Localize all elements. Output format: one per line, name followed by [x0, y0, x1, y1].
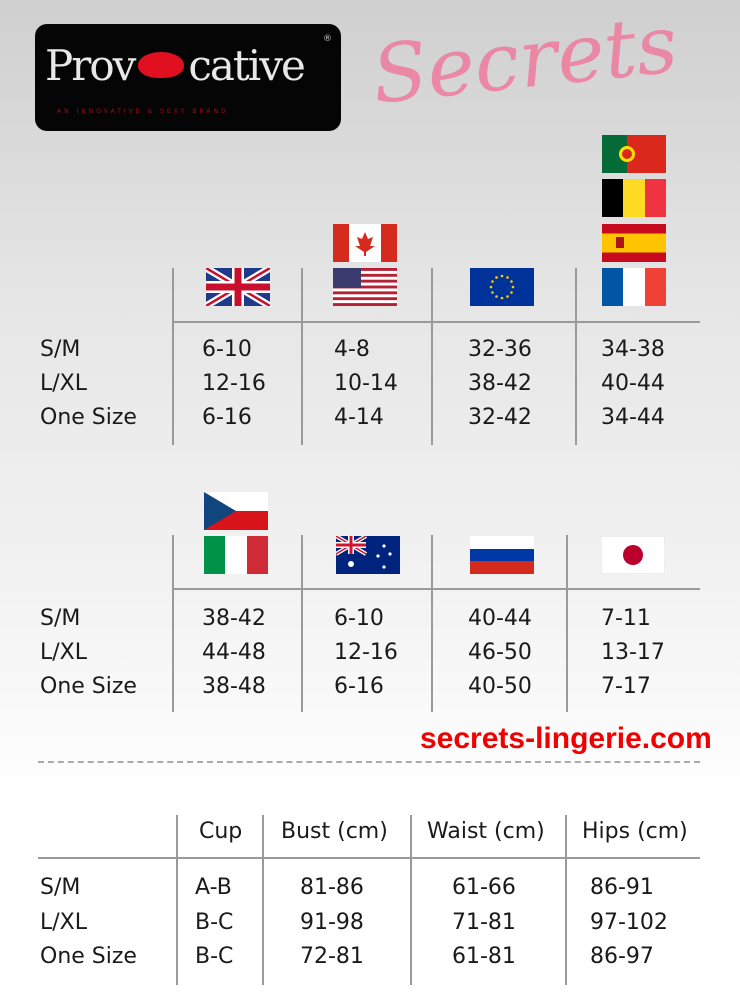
measurement-value: 91-98 [300, 909, 364, 935]
dashed-divider [38, 761, 700, 763]
provocative-logo: Prov cative ® AN INNOVATIVE & SEXY BRAND [35, 24, 341, 131]
column-divider [566, 535, 568, 712]
column-divider [575, 268, 577, 445]
column-header: Waist (cm) [427, 819, 545, 844]
size-value: 6-16 [202, 405, 252, 430]
size-value: 46-50 [468, 640, 532, 665]
belgium-flag-icon [602, 179, 666, 217]
measurement-value: 86-97 [590, 944, 654, 969]
size-value: 40-44 [601, 371, 665, 396]
size-value: 32-36 [468, 337, 532, 362]
size-value: 13-17 [601, 640, 665, 665]
column-header: Hips (cm) [582, 819, 688, 844]
usa-flag-icon [333, 268, 397, 306]
canada-flag-icon [333, 223, 397, 262]
watermark-url: secrets-lingerie.com [420, 722, 712, 755]
row-label: S/M [40, 606, 81, 631]
column-divider [410, 815, 412, 985]
measurement-value: 61-81 [452, 944, 516, 969]
column-divider [172, 268, 174, 445]
header-divider [172, 321, 700, 323]
uk-flag-icon [206, 268, 270, 306]
measurement-value: 61-66 [452, 875, 516, 900]
eu-flag-icon [470, 268, 534, 306]
size-value: 7-11 [601, 606, 651, 631]
column-divider [176, 815, 178, 985]
column-divider [262, 815, 264, 985]
measurement-value: A-B [195, 875, 232, 900]
japan-flag-icon [601, 536, 665, 574]
measurement-value: B-C [195, 944, 234, 969]
logo-text-pre: Prov [45, 41, 136, 90]
size-value: 38-42 [202, 606, 266, 631]
size-value: 38-48 [202, 674, 266, 699]
france-flag-icon [602, 268, 666, 306]
logo-tagline: AN INNOVATIVE & SEXY BRAND [57, 108, 229, 115]
size-value: 6-10 [334, 606, 384, 631]
column-divider [565, 815, 567, 985]
measurement-value: 97-102 [590, 909, 668, 935]
czech-flag-icon [204, 491, 268, 530]
size-value: 32-42 [468, 405, 532, 430]
logo-text-post: cative [188, 41, 305, 90]
italy-flag-icon [204, 536, 268, 574]
size-value: 12-16 [202, 371, 266, 396]
row-label: One Size [40, 405, 137, 430]
size-value: 12-16 [334, 640, 398, 665]
size-value: 6-10 [202, 337, 252, 362]
size-value: 4-8 [334, 337, 370, 362]
measurement-value: 81-86 [300, 875, 364, 900]
measurement-value: 86-91 [590, 875, 654, 900]
watermark-script: Secrets [367, 0, 682, 122]
row-label: S/M [40, 875, 81, 900]
logo-wordmark: Prov cative [45, 38, 306, 94]
size-value: 34-44 [601, 405, 665, 430]
header-divider [38, 857, 700, 859]
column-header: Cup [199, 819, 243, 844]
spain-flag-icon [602, 223, 666, 262]
row-label: One Size [40, 944, 137, 969]
row-label: S/M [40, 337, 81, 362]
size-value: 34-38 [601, 337, 665, 362]
header-divider [172, 588, 700, 590]
column-divider [172, 535, 174, 712]
size-value: 44-48 [202, 640, 266, 665]
column-divider [431, 535, 433, 712]
size-value: 40-44 [468, 606, 532, 631]
measurement-value: B-C [195, 909, 234, 935]
column-header: Bust (cm) [281, 819, 388, 844]
row-label: L/XL [40, 371, 87, 396]
lips-icon [138, 52, 185, 78]
size-value: 10-14 [334, 371, 398, 396]
size-value: 6-16 [334, 674, 384, 699]
size-value: 7-17 [601, 674, 651, 699]
russia-flag-icon [470, 536, 534, 574]
australia-flag-icon [336, 536, 400, 574]
column-divider [301, 268, 303, 445]
row-label: L/XL [40, 640, 87, 665]
row-label: L/XL [40, 909, 87, 935]
size-value: 4-14 [334, 405, 384, 430]
size-value: 38-42 [468, 371, 532, 396]
registered-mark: ® [323, 34, 332, 44]
measurement-value: 71-81 [452, 909, 516, 935]
portugal-flag-icon [602, 134, 666, 173]
measurement-value: 72-81 [300, 944, 364, 969]
column-divider [431, 268, 433, 445]
column-divider [301, 535, 303, 712]
row-label: One Size [40, 674, 137, 699]
size-value: 40-50 [468, 674, 532, 699]
